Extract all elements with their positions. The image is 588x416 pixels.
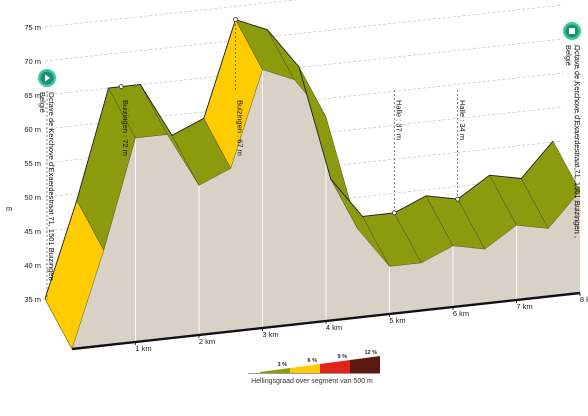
waypoint-label: Buizingen : 67 m bbox=[236, 100, 245, 156]
y-tick-label: 50 m bbox=[24, 193, 41, 202]
waypoint-dot bbox=[391, 210, 397, 216]
slope-legend: 3 % 6 % 9 % 12 % bbox=[248, 350, 380, 374]
x-tick-label: 6 km bbox=[453, 309, 469, 318]
y-tick-label: 35 m bbox=[24, 295, 41, 304]
y-tick-label: 75 m bbox=[24, 23, 41, 32]
legend-swatch bbox=[290, 364, 320, 373]
stop-icon bbox=[569, 28, 575, 34]
y-tick-label: 40 m bbox=[24, 261, 41, 270]
grid-line bbox=[44, 0, 298, 28]
legend-swatch bbox=[260, 368, 290, 373]
legend-title: Hellingsgraad over segment van 500 m bbox=[251, 378, 373, 385]
x-tick-label: 4 km bbox=[326, 323, 342, 332]
start-address: Octave de Kerchove d'Exaerdestraat 71, 1… bbox=[47, 92, 56, 281]
x-tick-label: 3 km bbox=[262, 330, 278, 339]
start-country: België bbox=[38, 92, 47, 113]
legend-item-label: 3 % bbox=[278, 362, 288, 368]
finish-country: België bbox=[564, 45, 573, 66]
y-tick-label: 45 m bbox=[24, 227, 41, 236]
waypoint-dot bbox=[233, 17, 238, 23]
finish-marker: Octave de Kerchove d'Exaerdestraat 71, 1… bbox=[563, 22, 582, 238]
axis-ticks: 1 km 2 km 3 km 4 km 5 km 6 km 7 km 8 km bbox=[135, 293, 588, 353]
legend-item-label: 12 % bbox=[364, 350, 377, 356]
legend-swatch bbox=[320, 360, 350, 373]
waypoint-dot bbox=[118, 84, 124, 89]
y-tick-label: 55 m bbox=[24, 159, 41, 168]
side-unit-label: m bbox=[6, 204, 12, 213]
waypoint-label: Halle : 37 m bbox=[394, 100, 403, 140]
x-tick-label: 7 km bbox=[516, 302, 532, 311]
waypoint-label: Buizingen : 72 m bbox=[121, 100, 130, 156]
x-tick-label: 1 km bbox=[135, 344, 151, 353]
x-tick-label: 2 km bbox=[199, 337, 215, 346]
start-marker: Octave de Kerchove d'Exaerdestraat 71, 1… bbox=[38, 69, 56, 300]
legend-swatch bbox=[350, 356, 380, 373]
legend-item-label: 9 % bbox=[338, 354, 348, 360]
x-tick-label: 5 km bbox=[389, 316, 405, 325]
x-tick-label: 8 km bbox=[580, 295, 588, 304]
waypoint-dot bbox=[455, 196, 461, 202]
y-tick-label: 65 m bbox=[24, 91, 41, 100]
waypoint-label: Halle : 34 m bbox=[458, 100, 467, 140]
y-tick-label: 70 m bbox=[24, 57, 41, 66]
grid-line bbox=[44, 4, 564, 62]
legend-item-label: 6 % bbox=[308, 358, 318, 364]
ridge-line bbox=[44, 19, 554, 300]
slope-segments bbox=[44, 19, 581, 350]
waypoints: Buizingen : 72 m Buizingen : 67 m Halle : … bbox=[118, 17, 467, 216]
play-icon bbox=[45, 74, 50, 82]
y-tick-label: 60 m bbox=[24, 125, 41, 134]
terrain-block bbox=[44, 69, 581, 351]
finish-address: Octave de Kerchove d'Exaerdestraat 71, 1… bbox=[573, 45, 582, 234]
